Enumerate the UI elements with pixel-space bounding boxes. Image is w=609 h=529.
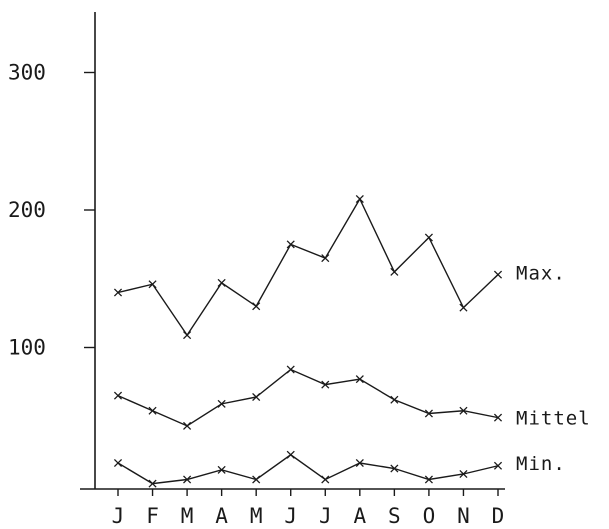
y-axis-ticks: 100 200 300 — [8, 61, 95, 360]
data-point — [321, 380, 330, 389]
data-point — [252, 392, 261, 402]
data-point — [286, 450, 295, 459]
y-tick-label: 100 — [8, 336, 46, 360]
x-tick-label: M — [181, 504, 194, 528]
data-point — [217, 278, 226, 287]
series-min: Min. — [113, 450, 566, 488]
data-point — [424, 233, 433, 242]
data-point — [424, 475, 433, 484]
series-max: Max. — [113, 194, 566, 340]
y-tick-label: 200 — [8, 198, 46, 222]
data-point — [217, 465, 226, 474]
data-point — [459, 469, 468, 479]
data-point — [183, 331, 192, 340]
data-point — [321, 475, 330, 484]
series-label: Max. — [516, 263, 566, 285]
data-point — [286, 365, 295, 374]
data-point — [148, 280, 157, 289]
data-point — [252, 302, 261, 311]
series-mittel: Mittel — [113, 365, 591, 430]
series-group: Max. Mittel Min. — [113, 194, 591, 488]
x-tick-label: A — [353, 504, 366, 528]
x-tick-label: N — [457, 504, 470, 528]
data-point — [321, 254, 330, 263]
data-point — [183, 475, 192, 484]
data-point — [493, 461, 503, 470]
series-line — [117, 197, 499, 337]
x-tick-label: O — [423, 504, 436, 528]
x-tick-label: F — [146, 504, 159, 528]
data-point — [355, 458, 364, 468]
data-point — [355, 194, 364, 204]
x-tick-label: M — [250, 504, 263, 528]
data-point — [493, 270, 503, 279]
data-point — [113, 391, 123, 400]
data-point — [459, 303, 468, 312]
series-label: Mittel — [516, 408, 591, 430]
data-point — [286, 240, 295, 249]
series-line — [117, 453, 499, 485]
series-line — [117, 368, 499, 427]
data-point — [459, 406, 468, 415]
data-point — [390, 395, 399, 404]
x-tick-label: J — [112, 504, 125, 528]
series-label: Min. — [516, 453, 566, 475]
data-point — [390, 267, 399, 276]
axes — [80, 12, 505, 490]
x-tick-label: A — [215, 504, 228, 528]
data-point — [113, 288, 123, 297]
x-tick-label: J — [284, 504, 297, 528]
data-point — [252, 475, 261, 484]
y-tick-label: 300 — [8, 61, 46, 85]
x-tick-label: D — [492, 504, 505, 528]
data-point — [355, 375, 364, 384]
data-point — [217, 399, 226, 408]
data-point — [424, 409, 433, 418]
data-point — [113, 458, 123, 468]
data-point — [183, 421, 192, 430]
data-point — [390, 464, 399, 473]
data-point — [148, 479, 157, 488]
data-point — [148, 406, 157, 415]
x-tick-label: J — [319, 504, 332, 528]
data-point — [493, 413, 503, 422]
x-tick-label: S — [388, 504, 401, 528]
